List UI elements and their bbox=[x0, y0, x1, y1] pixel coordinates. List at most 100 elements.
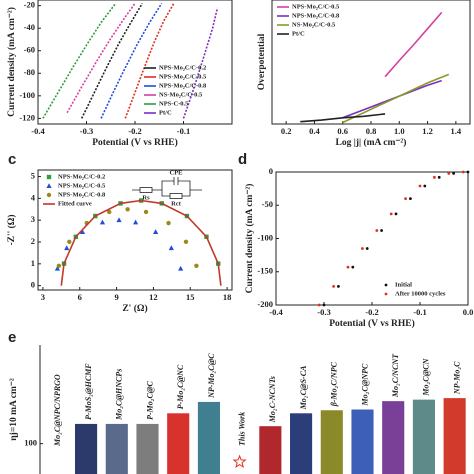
annotation: Rs bbox=[142, 194, 150, 201]
y-tick-label: -120 bbox=[19, 112, 35, 122]
x-tick-label: 15 bbox=[186, 292, 195, 302]
bar-category-label: β-Mo₂C/NPC bbox=[330, 361, 339, 407]
y-tick-label: -20 bbox=[24, 0, 35, 10]
y-tick-label: -100 bbox=[19, 90, 35, 100]
x-axis-title: Log |j| (mA cm⁻²) bbox=[336, 137, 407, 148]
legend-label: NS-Mo₂C/C-0.5 bbox=[159, 91, 203, 98]
annotation: CPE bbox=[170, 169, 183, 176]
x-axis-title: Z' (Ω) bbox=[122, 303, 147, 314]
bar bbox=[351, 409, 374, 474]
y-axis-title: Overpotential bbox=[257, 33, 267, 90]
bar bbox=[75, 423, 98, 474]
legend-label: NPS-Mo₂C/C-0.8 bbox=[159, 82, 207, 89]
x-tick-label: 6 bbox=[78, 292, 82, 302]
circuit bbox=[132, 180, 202, 197]
data-point bbox=[166, 220, 171, 226]
data-point bbox=[107, 209, 112, 215]
bar-category-label: NP-Mo₂C@C bbox=[207, 353, 216, 399]
resistor bbox=[169, 193, 183, 199]
panel-label: d bbox=[238, 151, 247, 168]
legend-label: Pt/C bbox=[292, 30, 305, 37]
data-point bbox=[332, 284, 335, 288]
legend-label: NPS-C-0.5 bbox=[159, 100, 189, 107]
data-line bbox=[42, 2, 117, 119]
data-point bbox=[404, 197, 407, 201]
y-tick-label: 5 bbox=[31, 170, 35, 180]
panel: e 100 ηj=10 mA cm⁻² Mo₂C@NPC/NPRGO P-MoS₂@HC… bbox=[8, 329, 466, 474]
legend-label: Fitted curve bbox=[58, 200, 92, 207]
data-point bbox=[183, 239, 189, 244]
y-tick-label: -50 bbox=[262, 199, 273, 209]
x-tick-label: 18 bbox=[223, 292, 232, 302]
y-tick-label: -60 bbox=[24, 45, 35, 55]
x-tick-label: -0.3 bbox=[80, 126, 93, 136]
y-tick-label: 3 bbox=[31, 214, 35, 224]
bar-category-label: P-Mo₂C@C bbox=[145, 380, 154, 419]
data-point bbox=[437, 175, 441, 179]
data-point bbox=[56, 263, 62, 268]
bar-category-label: NP-Mo₂C bbox=[452, 361, 461, 395]
y-tick-label: -200 bbox=[257, 299, 273, 309]
data-point bbox=[337, 284, 340, 288]
bar-category-label: Mo₂C/NCNT bbox=[391, 353, 400, 398]
data-line bbox=[384, 11, 443, 78]
x-axis-title: Potential (V vs RHE) bbox=[329, 318, 415, 329]
x-tick-label: -0.4 bbox=[31, 126, 45, 136]
data-point bbox=[361, 247, 364, 250]
data-point bbox=[452, 171, 455, 175]
data-point bbox=[365, 247, 369, 250]
data-point bbox=[54, 265, 60, 271]
legend-label: NPS-Mo₂C/C-0.5 bbox=[159, 73, 207, 80]
data-point bbox=[317, 303, 321, 307]
bar bbox=[167, 413, 190, 474]
bar-category-label: Mo₂C@S-CA bbox=[299, 365, 308, 410]
legend-label: NPS-Mo₂C/C-0.8 bbox=[58, 191, 106, 198]
y-tick-label: -80 bbox=[24, 67, 35, 77]
data-point bbox=[394, 212, 398, 216]
data-point bbox=[423, 184, 427, 188]
data-point bbox=[322, 303, 326, 307]
bar-category-label: This Work bbox=[237, 412, 246, 446]
bar bbox=[443, 398, 466, 474]
x-tick-label: 1.0 bbox=[394, 126, 405, 136]
y-axis-title: ηj=10 mA cm⁻² bbox=[9, 378, 19, 441]
data-line bbox=[66, 2, 136, 114]
bar bbox=[197, 401, 220, 474]
data-point bbox=[64, 245, 70, 251]
data-line bbox=[80, 2, 143, 119]
legend-label: NPS-Mo₂C/C-0.2 bbox=[159, 64, 206, 71]
panel-label: e bbox=[8, 329, 16, 346]
x-tick-label: 0.4 bbox=[309, 126, 320, 136]
x-tick-label: 0.0 bbox=[463, 307, 474, 317]
data-point bbox=[409, 197, 412, 201]
bar-category-label: P-MoS₂@HCMF bbox=[84, 363, 93, 420]
x-tick-label: -0.2 bbox=[128, 126, 141, 136]
y-axis-title: Current density (mA cm⁻²) bbox=[244, 184, 255, 294]
data-point bbox=[143, 209, 149, 215]
legend-swatch bbox=[46, 192, 52, 198]
x-tick-label: 3 bbox=[41, 292, 45, 302]
legend-label: NPS-Mo₂C/C-0.5 bbox=[58, 182, 106, 189]
x-tick-label: -0.1 bbox=[177, 126, 190, 136]
x-tick-label: 9 bbox=[114, 292, 118, 302]
data-line bbox=[342, 73, 450, 124]
y-tick-label: 1 bbox=[31, 258, 35, 268]
data-line bbox=[60, 199, 222, 286]
panel: d -0.4 -0.3 -0.2 -0.1 0.0 0 -50 -100 -150 -200 Pote… bbox=[238, 151, 473, 329]
data-point bbox=[178, 265, 184, 271]
x-tick-label: 0.2 bbox=[281, 126, 292, 136]
data-point bbox=[375, 229, 379, 232]
x-tick-label: 0.8 bbox=[366, 126, 377, 136]
data-point bbox=[389, 212, 393, 216]
bar-category-label: Mo₂C@NPC bbox=[360, 363, 369, 407]
x-tick-label: -0.3 bbox=[317, 307, 330, 317]
y-tick-label: 0 bbox=[31, 280, 35, 290]
y-tick-label: 2 bbox=[31, 236, 35, 246]
y-tick-label: -150 bbox=[257, 266, 273, 276]
data-point bbox=[418, 184, 422, 188]
bar bbox=[382, 401, 405, 474]
legend-swatch bbox=[384, 292, 388, 296]
data-point bbox=[194, 263, 199, 268]
data-point bbox=[133, 219, 139, 225]
